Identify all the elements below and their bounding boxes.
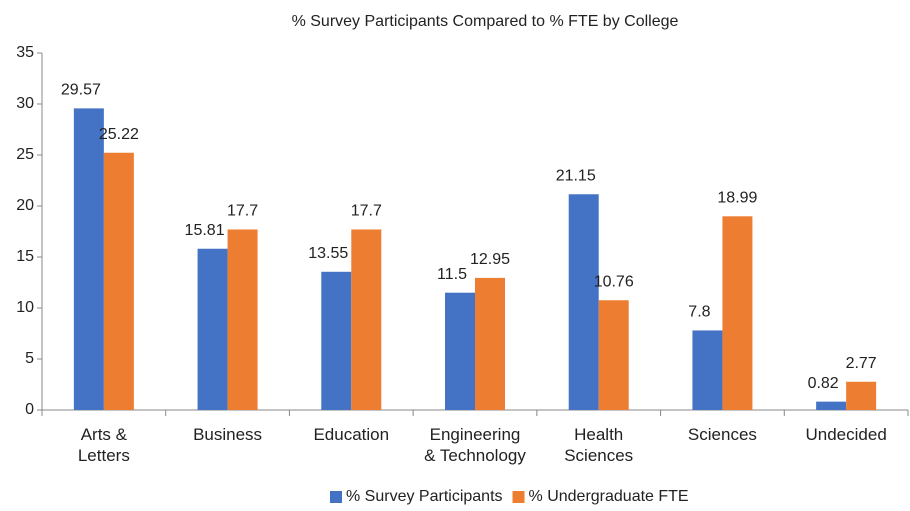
y-tick-label: 0: [25, 401, 34, 418]
data-label: 17.7: [351, 203, 382, 220]
bar: [445, 292, 475, 410]
chart-title: % Survey Participants Compared to % FTE …: [292, 13, 679, 30]
data-label: 11.5: [437, 266, 467, 283]
legend-swatch: [512, 491, 525, 503]
x-tick-label: Undecided: [805, 425, 887, 444]
bar: [227, 229, 258, 410]
data-label: 25.22: [99, 126, 139, 143]
data-label: 12.95: [470, 251, 510, 268]
data-label: 10.76: [594, 273, 634, 290]
y-tick-label: 15: [16, 248, 34, 265]
bar: [598, 300, 629, 410]
bar: [475, 277, 505, 410]
bar: [73, 108, 104, 411]
data-label: 21.15: [556, 167, 596, 184]
bar: [692, 330, 723, 410]
data-label: 18.99: [717, 190, 757, 207]
legend-label: % Undergraduate FTE: [529, 488, 689, 505]
y-tick-label: 25: [16, 146, 34, 163]
bar: [846, 381, 877, 410]
bar: [816, 401, 847, 410]
bar: [351, 229, 382, 410]
y-tick-label: 5: [25, 350, 34, 367]
bar: [103, 152, 134, 411]
x-tick-label: Engineering & Technology: [424, 425, 526, 465]
legend-label: % Survey Participants: [346, 488, 503, 505]
bar: [722, 216, 753, 410]
legend-swatch: [330, 491, 342, 503]
data-label: 13.55: [308, 245, 348, 262]
data-label: 0.82: [808, 375, 839, 392]
x-tick-label: Health Sciences: [564, 425, 634, 465]
data-label: 29.57: [61, 82, 101, 99]
data-label: 15.81: [185, 222, 225, 239]
data-label: 17.7: [227, 203, 258, 220]
y-tick-label: 30: [16, 95, 34, 112]
x-tick-label: Sciences: [687, 425, 757, 444]
y-tick-label: 20: [16, 197, 34, 214]
data-label: 2.77: [846, 355, 877, 372]
x-tick-label: Business: [193, 425, 263, 444]
y-tick-label: 10: [16, 299, 34, 316]
x-tick-label: Arts & Letters: [77, 425, 130, 465]
x-tick-label: Education: [313, 425, 390, 444]
y-tick-label: 35: [16, 44, 34, 61]
data-label: 7.8: [688, 304, 710, 321]
bar: [197, 248, 228, 410]
bar: [568, 194, 599, 410]
bar: [321, 271, 352, 410]
